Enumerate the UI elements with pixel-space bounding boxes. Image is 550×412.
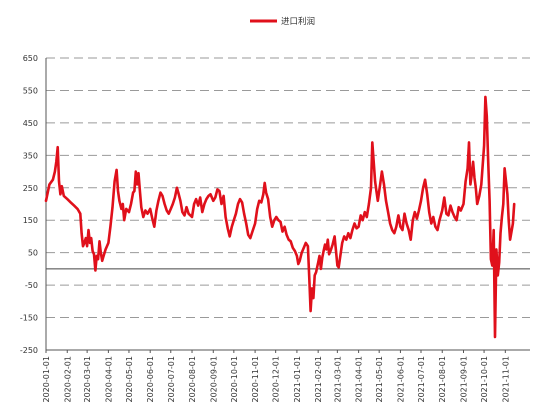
x-tick-label: 2021-02-01 <box>314 356 323 403</box>
y-tick-label: 450 <box>23 119 38 128</box>
y-tick-label: 150 <box>23 216 38 225</box>
y-tick-label: 350 <box>23 151 38 160</box>
y-tick-label: 250 <box>23 184 38 193</box>
x-tick-label: 2020-08-01 <box>188 356 197 403</box>
legend-label: 进口利润 <box>281 16 315 27</box>
y-tick-label: -150 <box>20 314 38 323</box>
x-tick-label: 2021-05-01 <box>375 356 384 403</box>
x-tick-label: 2021-08-01 <box>438 356 447 403</box>
x-tick-label: 2020-01-01 <box>42 356 51 403</box>
x-tick-label: 2021-09-01 <box>460 356 469 403</box>
y-tick-label: -50 <box>25 281 38 290</box>
x-tick-label: 2021-10-01 <box>480 356 489 403</box>
x-tick-label: 2020-10-01 <box>230 356 239 403</box>
x-tick-label: 2020-09-01 <box>209 356 218 403</box>
x-tick-label: 2021-01-01 <box>293 356 302 403</box>
series-line <box>44 95 516 339</box>
x-tick-label: 2020-11-01 <box>251 356 260 403</box>
x-tick-label: 2021-06-01 <box>396 356 405 403</box>
x-tick-label: 2020-07-01 <box>167 356 176 403</box>
x-tick-label: 2020-04-01 <box>104 356 113 403</box>
series-layer <box>44 95 516 339</box>
x-tick-label: 2020-06-01 <box>146 356 155 403</box>
x-tick-label: 2020-03-01 <box>83 356 92 403</box>
x-tick-label: 2021-07-01 <box>417 356 426 403</box>
legend: 进口利润 <box>250 16 315 27</box>
x-tick-label: 2020-02-01 <box>63 356 72 403</box>
grid <box>45 57 530 351</box>
y-axis: -250 -150 -50 50 150 250 350 450 550 650 <box>20 54 38 355</box>
y-tick-label: 550 <box>23 86 38 95</box>
x-tick-label: 2020-05-01 <box>125 356 134 403</box>
x-axis: 2020-01-01 2020-02-01 2020-03-01 2020-04-01… <box>42 350 510 403</box>
x-tick-label: 2021-04-01 <box>355 356 364 403</box>
x-tick-label: 2021-11-01 <box>501 356 510 403</box>
y-tick-label: 650 <box>23 54 38 63</box>
x-tick-label: 2020-12-01 <box>272 356 281 403</box>
x-tick-label: 2021-03-01 <box>333 356 342 403</box>
y-tick-label: 50 <box>28 249 38 258</box>
y-tick-label: -250 <box>20 346 38 355</box>
